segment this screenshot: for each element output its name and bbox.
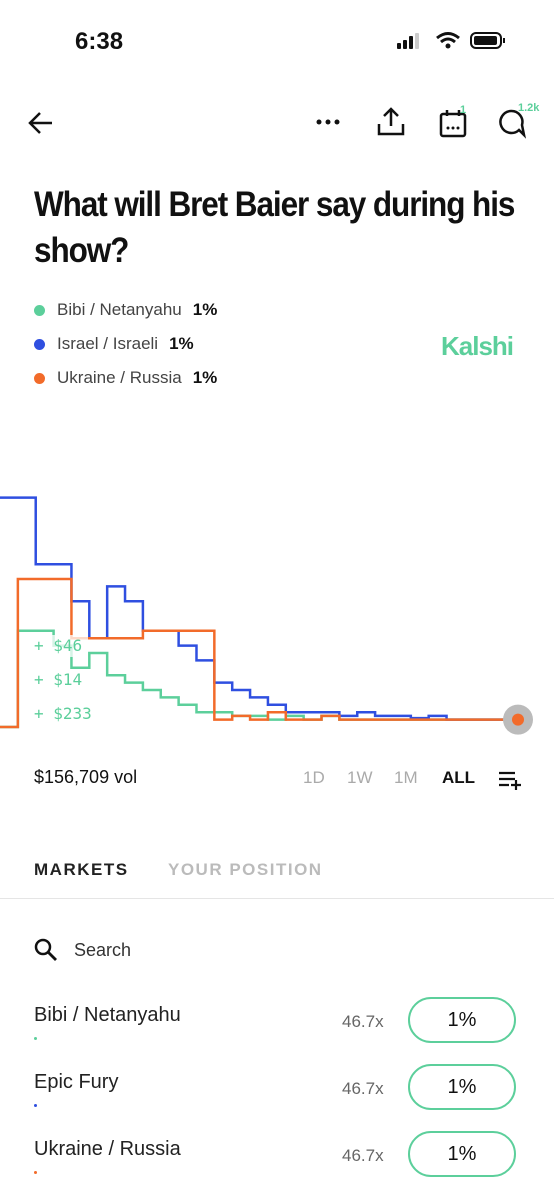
buy-button[interactable]: 1%	[408, 1064, 516, 1110]
comments-count: 1.2k	[518, 102, 540, 114]
legend-value: 1%	[192, 300, 218, 319]
status-time: 6:38	[75, 28, 124, 55]
legend-item: Ukraine / Russia 1%	[34, 368, 217, 388]
annotation-bg	[30, 635, 88, 657]
trade-annotation: + $14	[34, 670, 82, 689]
legend-name: Ukraine / Russia	[57, 368, 182, 387]
status-icons	[397, 32, 505, 49]
comments-button[interactable]	[497, 108, 529, 140]
legend-dot	[34, 372, 45, 384]
buy-button[interactable]: 1%	[408, 997, 516, 1043]
market-title: What will Bret Baier say during his show…	[34, 185, 515, 270]
range-option[interactable]: 1D	[303, 768, 325, 787]
divider	[0, 898, 554, 899]
market-name: Bibi / Netanyahu	[34, 1004, 181, 1026]
market-multiplier: 46.7x	[342, 1079, 384, 1098]
volume: $156,709 vol	[34, 767, 138, 787]
calendar-badge: 1	[460, 104, 467, 116]
search-icon	[34, 938, 57, 961]
legend-name: Bibi / Netanyahu	[57, 300, 182, 319]
more-button[interactable]	[315, 112, 343, 132]
endpoint-dot	[512, 713, 524, 726]
market-name: Epic Fury	[34, 1071, 119, 1093]
tab[interactable]: YOUR POSITION	[168, 860, 323, 879]
trade-annotation: + $233	[34, 704, 92, 723]
legend-value: 1%	[169, 334, 194, 353]
share-button[interactable]	[376, 106, 406, 138]
market-dot	[34, 1037, 37, 1040]
legend-item: Bibi / Netanyahu 1%	[34, 300, 217, 320]
chart-settings[interactable]	[497, 768, 523, 790]
range-option[interactable]: 1W	[347, 768, 373, 787]
range-option[interactable]: ALL	[442, 768, 476, 787]
legend-name: Israel / Israeli	[57, 334, 159, 353]
market-dot	[34, 1171, 37, 1174]
range-option[interactable]: 1M	[394, 768, 418, 787]
legend-dot	[34, 338, 45, 350]
legend-item: Israel / Israeli 1%	[34, 334, 194, 354]
buy-button[interactable]: 1%	[408, 1131, 516, 1177]
trade-annotation: + $46	[34, 636, 82, 655]
search-input[interactable]: Search	[74, 940, 132, 960]
legend-value: 1%	[192, 368, 218, 387]
back-button[interactable]	[26, 108, 56, 138]
annotation-bg	[30, 669, 88, 691]
legend-dot	[34, 304, 45, 316]
tab[interactable]: MARKETS	[34, 860, 129, 879]
brand-logo: Kalshi	[441, 331, 514, 361]
market-dot	[34, 1104, 37, 1107]
price-chart: + $46 + $14 + $233	[0, 496, 533, 735]
market-multiplier: 46.7x	[342, 1012, 384, 1031]
market-name: Ukraine / Russia	[34, 1138, 181, 1160]
annotation-bg	[30, 703, 88, 725]
calendar-button[interactable]	[438, 106, 474, 140]
market-multiplier: 46.7x	[342, 1146, 384, 1165]
